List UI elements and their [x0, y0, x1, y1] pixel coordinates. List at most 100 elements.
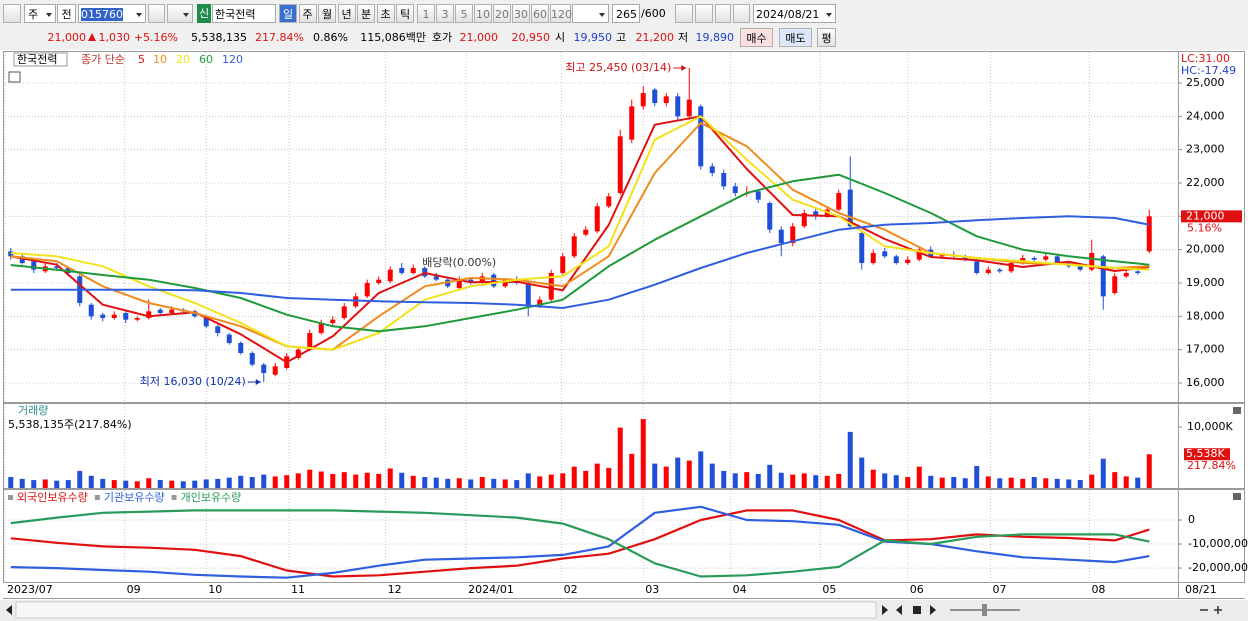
blank-select[interactable] [572, 4, 609, 23]
table-icon[interactable] [8, 71, 21, 83]
scroll-right[interactable] [882, 605, 888, 615]
y-tick-label: 20,000 [1186, 243, 1225, 256]
close-button[interactable] [1233, 407, 1241, 414]
period-button[interactable]: 년 [337, 4, 356, 23]
candle-body [169, 309, 175, 313]
candle-body [1135, 271, 1141, 273]
candle-body [479, 276, 485, 283]
candle-body [226, 334, 232, 343]
y-tick-label: -10,000,000 [1188, 537, 1248, 550]
volume-bar [721, 470, 727, 488]
search-button[interactable] [148, 4, 165, 23]
volume-bar [1054, 478, 1060, 488]
menu-button[interactable] [3, 4, 21, 23]
volume: 5,538,135 [191, 31, 247, 44]
panel-title: 거래량 [18, 404, 48, 417]
volume-bar [686, 460, 692, 488]
candle-body [19, 256, 25, 263]
x-tick-label: 04 [733, 583, 747, 596]
period-button[interactable]: 5 [455, 4, 473, 23]
bid: 20,950 [511, 31, 551, 44]
candle-body [261, 364, 267, 373]
candle-body [31, 261, 37, 270]
line-series [10, 509, 1150, 578]
period-button[interactable]: 120 [550, 4, 572, 23]
scope-button[interactable]: 전 [57, 4, 76, 23]
avg-button[interactable]: 평 [817, 28, 836, 47]
scroll-left[interactable] [6, 605, 12, 615]
volume-bar [1100, 458, 1106, 488]
tool-button[interactable] [695, 4, 713, 23]
tool-button[interactable] [675, 4, 693, 23]
period-button[interactable]: 30 [512, 4, 530, 23]
line-series [10, 505, 1150, 579]
period-button[interactable]: 분 [357, 4, 375, 23]
lc-label: LC:31.00 [1181, 52, 1230, 65]
period-button[interactable]: 60 [531, 4, 549, 23]
volume-bar [42, 479, 48, 488]
next-button[interactable] [930, 605, 936, 615]
zoom-thumb[interactable] [982, 604, 987, 616]
settings-button[interactable] [733, 4, 750, 23]
legend-entry: 120 [222, 53, 243, 66]
volume-bar [606, 467, 612, 488]
scroll-track[interactable] [15, 601, 877, 619]
period-button[interactable]: 1 [417, 4, 435, 23]
market-select[interactable]: 주 [24, 4, 56, 23]
period-button[interactable]: 월 [318, 4, 336, 23]
legend-box [13, 52, 68, 67]
legend-entry: 5 [138, 53, 145, 66]
period-button[interactable]: 틱 [396, 4, 414, 23]
stop-button[interactable] [913, 606, 921, 614]
volume-bar [387, 468, 393, 488]
volume-bar [479, 477, 485, 488]
annotation: 최저 16,030 (10/24) [140, 375, 246, 388]
date-select[interactable]: 2024/08/21 [753, 4, 836, 23]
legend-swatch [94, 495, 100, 500]
volume-bar [261, 474, 267, 488]
period-button[interactable]: 10 [474, 4, 492, 23]
save-button[interactable] [715, 4, 731, 23]
legend-entry: 10 [153, 53, 167, 66]
volume-bar [594, 463, 600, 488]
period-button[interactable]: 일 [279, 4, 297, 23]
period-button[interactable]: 20 [493, 4, 511, 23]
candle-body [732, 186, 738, 193]
sound-button[interactable] [167, 4, 193, 23]
volume-bar [341, 472, 347, 488]
legend-entry: 개인보유수량 [181, 491, 242, 504]
candle-body [698, 106, 704, 167]
y-tick-label: 23,000 [1186, 143, 1225, 156]
period-button[interactable]: 초 [376, 4, 395, 23]
count[interactable]: 265 [612, 4, 640, 23]
buy-button[interactable]: 매수 [740, 28, 773, 47]
volume-bar [537, 476, 543, 488]
candle-body [893, 256, 899, 263]
volume-bar [399, 472, 405, 488]
volume-bar [456, 478, 462, 488]
legend-swatch [171, 495, 177, 500]
period-button[interactable]: 3 [436, 4, 454, 23]
y-tick-label: 22,000 [1186, 176, 1225, 189]
sell-button[interactable]: 매도 [779, 28, 812, 47]
x-tick-label: 06 [910, 583, 924, 596]
candle-body [307, 333, 313, 350]
panel-frames [3, 51, 1245, 599]
candle-body [249, 353, 255, 365]
candle-body [272, 366, 278, 375]
holdings-frame [3, 489, 1245, 583]
prev-button[interactable] [896, 605, 902, 615]
x-tick-label: 08 [1091, 583, 1105, 596]
volume-bar [215, 478, 221, 488]
candle-body [1089, 253, 1095, 270]
candle-body [88, 304, 94, 317]
candle-body [157, 309, 163, 313]
zoom-in[interactable] [1214, 606, 1222, 614]
code-input[interactable]: 015760 [78, 4, 146, 23]
close-button[interactable] [1233, 493, 1241, 500]
volume-bar [755, 473, 761, 488]
chart-bg [0, 50, 1248, 600]
volume-bar [284, 475, 290, 488]
volume-bar [801, 473, 807, 488]
period-button[interactable]: 주 [298, 4, 317, 23]
